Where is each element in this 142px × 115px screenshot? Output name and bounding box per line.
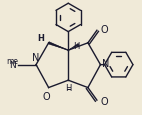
Text: O: O [42, 91, 50, 101]
Text: N: N [9, 61, 16, 70]
Text: O: O [101, 96, 108, 106]
Text: H: H [37, 34, 44, 42]
Polygon shape [68, 44, 79, 51]
Text: O: O [101, 25, 108, 35]
Text: N: N [102, 59, 109, 69]
Text: N: N [32, 52, 40, 62]
Text: me: me [6, 57, 18, 65]
Polygon shape [48, 42, 68, 51]
Text: H: H [73, 41, 80, 50]
Text: H: H [65, 84, 71, 93]
